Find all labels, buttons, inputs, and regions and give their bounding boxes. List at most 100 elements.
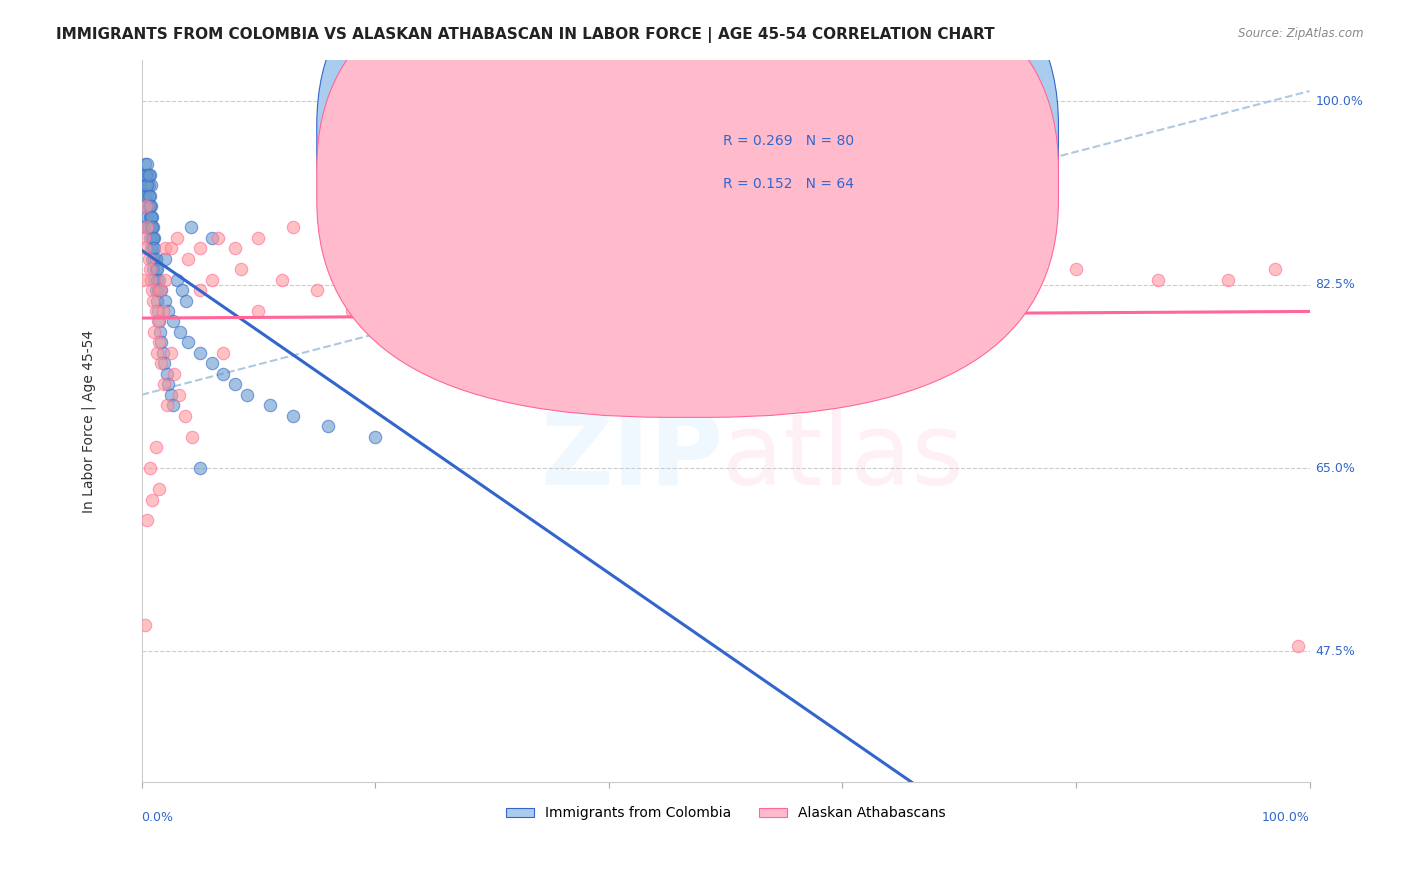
Point [139,241,162,255]
Point [422,147,444,161]
Point [142,262,165,277]
Text: R = 0.269   N = 80: R = 0.269 N = 80 [723,134,855,147]
Point [135,178,157,193]
Point [135,199,157,213]
Point [177,252,200,266]
Point [174,293,197,308]
Point [172,283,194,297]
Point [148,482,170,496]
Point [152,377,174,392]
Point [145,346,167,360]
Text: ZIP: ZIP [541,409,724,506]
Point [139,220,162,235]
Point [138,220,160,235]
Point [305,283,328,297]
Point [690,272,713,286]
Point [136,178,159,193]
Text: 0.0%: 0.0% [142,811,173,824]
Point [143,230,166,244]
Text: atlas: atlas [721,409,963,506]
Point [145,304,167,318]
Point [364,430,387,444]
Point [229,262,252,277]
Point [177,335,200,350]
Point [156,367,179,381]
Point [136,513,159,527]
Point [1263,262,1285,277]
Point [134,188,156,202]
Text: IMMIGRANTS FROM COLOMBIA VS ALASKAN ATHABASCAN IN LABOR FORCE | AGE 45-54 CORREL: IMMIGRANTS FROM COLOMBIA VS ALASKAN ATHA… [56,27,995,43]
Point [422,230,444,244]
Point [145,293,167,308]
Point [157,377,180,392]
Point [139,272,162,286]
Point [387,262,409,277]
Point [134,241,156,255]
Point [180,220,202,235]
Point [141,252,163,266]
Point [142,241,165,255]
Point [136,220,159,235]
Point [166,272,188,286]
Point [283,220,305,235]
Point [148,314,170,328]
Point [142,293,165,308]
Point [173,409,195,423]
Text: R = 0.152   N = 64: R = 0.152 N = 64 [723,177,855,191]
Point [145,252,167,266]
Point [157,304,180,318]
Point [188,241,211,255]
Point [134,168,156,182]
Point [136,188,159,202]
Point [139,178,162,193]
Point [516,272,538,286]
Point [212,367,235,381]
Point [145,262,167,277]
Point [148,335,170,350]
Point [150,283,173,297]
Point [153,293,176,308]
Point [1216,272,1239,286]
Point [152,304,174,318]
Point [145,262,167,277]
Point [138,252,160,266]
Point [139,168,162,182]
Point [139,199,162,213]
Point [318,230,340,244]
Point [141,283,163,297]
Point [149,325,172,339]
Point [135,199,157,213]
Point [247,230,270,244]
Point [235,388,257,402]
Point [141,230,163,244]
Point [156,398,179,412]
Text: Source: ZipAtlas.com: Source: ZipAtlas.com [1239,27,1364,40]
Point [134,157,156,171]
Point [146,304,169,318]
Point [138,199,160,213]
Point [162,398,184,412]
Point [224,377,246,392]
Point [148,272,170,286]
Point [136,168,159,182]
Point [146,283,169,297]
Point [212,346,235,360]
Point [201,272,224,286]
Point [139,210,162,224]
Point [153,241,176,255]
Point [141,210,163,224]
Point [143,325,166,339]
Point [149,283,172,297]
Point [143,272,166,286]
Point [142,220,165,235]
Point [167,388,190,402]
Point [146,314,169,328]
Point [159,388,181,402]
Point [152,346,174,360]
Point [163,367,186,381]
Point [169,325,191,339]
Text: 82.5%: 82.5% [1316,278,1355,292]
Point [162,314,184,328]
Text: In Labor Force | Age 45-54: In Labor Force | Age 45-54 [82,329,96,513]
Point [141,220,163,235]
